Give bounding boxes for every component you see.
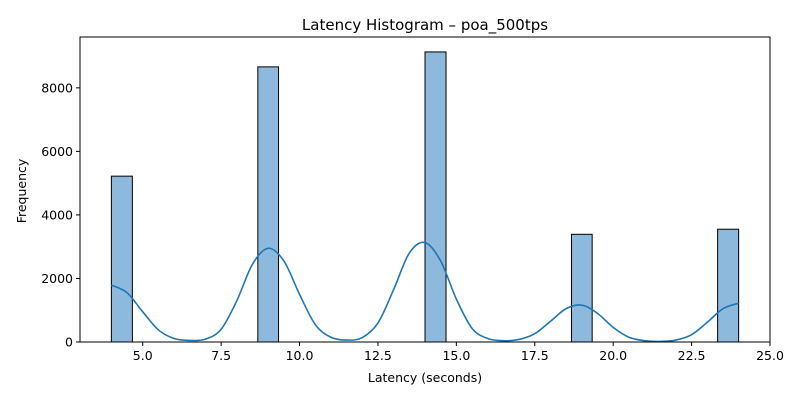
plot-frame [79,36,771,343]
x-axis: 5.0 7.5 10.0 12.5 15.0 17.5 20.0 22.5 25.0 [133,342,784,363]
y-tick-label: 2000 [41,271,73,286]
histogram-bar-1 [110,175,133,343]
y-axis: 0 2000 4000 6000 8000 [41,80,80,350]
x-tick-label: 5.0 [133,348,153,363]
x-tick-label: 22.5 [678,348,706,363]
x-tick-label: 20.0 [599,348,627,363]
kde-curve [111,241,739,343]
y-tick-label: 8000 [41,80,73,95]
x-tick-label: 7.5 [211,348,231,363]
y-tick-label: 0 [65,335,73,350]
histogram-bar-2 [257,66,280,343]
x-axis-label: Latency (seconds) [368,370,482,385]
x-tick-label: 12.5 [364,348,392,363]
histogram-bar-3 [424,51,447,343]
y-tick-label: 4000 [41,207,73,222]
histogram-bar-4 [570,233,593,343]
y-axis-label: Frequency [14,158,29,223]
x-tick-label: 25.0 [756,348,784,363]
y-tick-label: 6000 [41,144,73,159]
x-tick-label: 10.0 [286,348,314,363]
plot-area [110,51,740,343]
x-tick-label: 17.5 [521,348,549,363]
x-tick-label: 15.0 [442,348,470,363]
chart-title: Latency Histogram – poa_500tps [302,16,548,35]
histogram-bar-5 [717,228,740,343]
